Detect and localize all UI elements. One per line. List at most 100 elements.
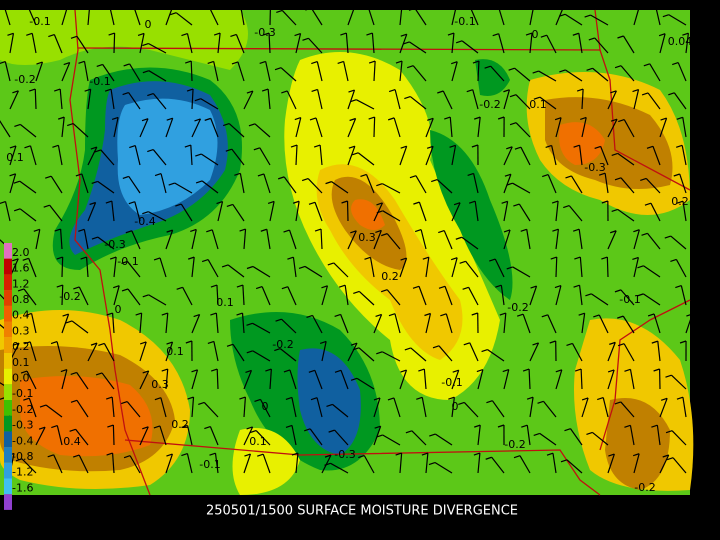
barb <box>112 313 115 334</box>
barb-flag <box>497 116 505 120</box>
barb-flag <box>260 228 267 232</box>
barb-flag <box>105 200 113 204</box>
barb-flag <box>580 116 587 121</box>
barb-flag <box>624 368 631 372</box>
barb <box>186 33 193 54</box>
barb <box>139 426 149 446</box>
barb-flag <box>450 4 457 9</box>
legend-label: -0.8 <box>12 450 33 463</box>
barb-flag <box>230 33 237 38</box>
barb-flag <box>257 453 264 457</box>
barb <box>261 286 271 306</box>
barb-flag <box>206 229 213 233</box>
barb-flag <box>246 90 254 94</box>
barb-flag <box>20 370 28 374</box>
barb <box>592 67 609 82</box>
barb-flag <box>428 461 436 466</box>
barb-flag <box>366 32 373 36</box>
barb <box>512 182 531 194</box>
barb <box>291 397 297 418</box>
barb <box>425 313 432 334</box>
barb-flag <box>56 284 63 288</box>
barb <box>315 117 323 138</box>
barb-flag <box>186 88 194 92</box>
barb <box>347 342 358 362</box>
barb <box>191 118 202 138</box>
barb <box>469 6 479 26</box>
barb <box>552 453 557 474</box>
barb-flag <box>455 40 463 44</box>
barb-flag <box>438 229 445 234</box>
barb <box>321 341 327 362</box>
barb <box>386 233 401 250</box>
barb-flag <box>198 401 205 406</box>
barb-flag <box>506 146 513 150</box>
barb-flag <box>404 347 412 351</box>
barb-flag <box>469 200 476 204</box>
barb <box>87 342 98 362</box>
barb <box>53 34 63 54</box>
barb <box>53 454 63 474</box>
barb-flag <box>213 32 221 36</box>
barb <box>606 256 609 278</box>
barb <box>399 145 408 166</box>
barb <box>473 173 479 194</box>
barb <box>652 146 661 166</box>
barb-flag <box>103 4 110 9</box>
barb-flag <box>248 123 256 127</box>
barb <box>620 65 635 82</box>
barb <box>3 5 11 26</box>
barb-flag <box>195 180 203 184</box>
barb-flag <box>664 235 671 239</box>
barb <box>208 6 219 26</box>
barb <box>451 257 458 278</box>
barb <box>316 61 323 82</box>
barb <box>477 60 480 82</box>
barb-flag <box>660 397 668 401</box>
contour-label: -0.1 <box>89 75 110 88</box>
barb <box>591 293 609 306</box>
barb <box>232 343 245 362</box>
barb <box>477 425 481 446</box>
legend-label: 1.6 <box>12 262 30 275</box>
barb-flag <box>190 228 197 233</box>
barb <box>83 61 89 82</box>
barb-flag <box>463 6 471 10</box>
barb <box>522 313 531 334</box>
barb <box>113 117 119 138</box>
barb-flag <box>521 424 528 428</box>
barb-flag <box>374 425 381 429</box>
barb <box>4 201 11 222</box>
barb <box>111 453 115 474</box>
barb <box>279 348 297 362</box>
barb-flag <box>563 205 570 209</box>
barb-flag <box>52 144 59 148</box>
barb-flag <box>643 63 651 67</box>
barb <box>519 455 531 474</box>
barb-flag <box>188 256 195 260</box>
barb <box>295 33 302 54</box>
barb-flag <box>462 286 469 290</box>
contour-label: -0.2 <box>14 73 35 86</box>
barb <box>259 147 271 166</box>
legend-swatch <box>4 368 12 385</box>
barb <box>291 425 297 446</box>
barb-flag <box>141 118 149 122</box>
barb-flag <box>58 116 65 120</box>
barb-flag <box>13 180 21 184</box>
barb <box>659 33 666 54</box>
barb-flag <box>376 351 383 355</box>
contour-label: 0 <box>115 303 122 316</box>
barb-flag <box>127 5 134 9</box>
barb-flag <box>451 61 458 65</box>
barb-flag <box>80 256 87 260</box>
barb-flag <box>395 452 402 456</box>
barb <box>399 453 403 474</box>
barb <box>512 266 531 278</box>
barb <box>148 211 167 222</box>
barb-flag <box>458 401 465 405</box>
barb-flag <box>473 452 481 456</box>
legend-swatch <box>4 400 12 416</box>
barb <box>304 265 323 278</box>
